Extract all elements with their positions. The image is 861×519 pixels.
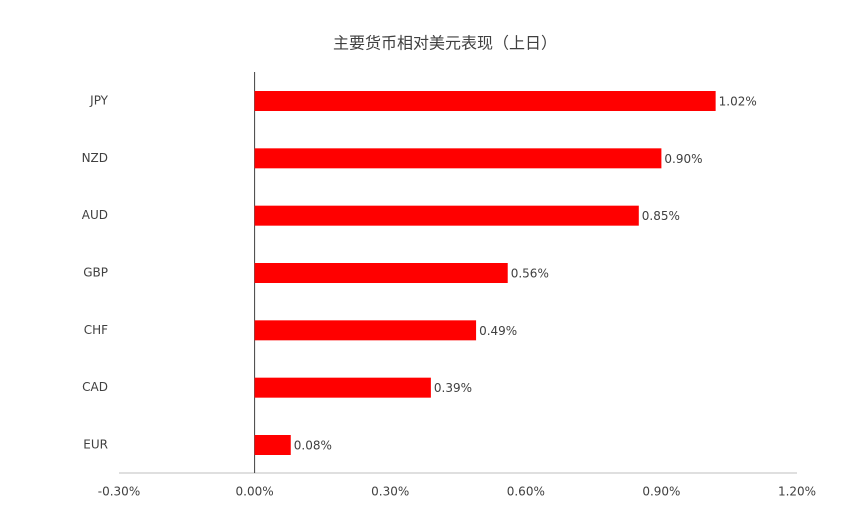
y-tick-label: JPY xyxy=(89,94,109,108)
y-tick-label: CHF xyxy=(84,323,108,337)
y-tick-label: GBP xyxy=(83,266,108,280)
x-tick-label: -0.30% xyxy=(98,485,140,499)
chart-title: 主要货币相对美元表现（上日） xyxy=(333,34,557,53)
bar xyxy=(254,435,291,455)
bar xyxy=(254,263,508,283)
bar xyxy=(254,320,477,341)
x-tick-label: 1.20% xyxy=(778,485,816,499)
y-tick-label: EUR xyxy=(83,438,108,452)
value-label: 0.56% xyxy=(511,267,549,281)
value-label: 0.08% xyxy=(294,439,332,453)
y-tick-label: CAD xyxy=(82,380,108,394)
x-tick-label: 0.60% xyxy=(507,485,545,499)
bar xyxy=(254,377,431,398)
value-label: 0.85% xyxy=(642,209,680,223)
y-tick-label: NZD xyxy=(82,151,108,165)
x-tick-label: 0.00% xyxy=(236,485,274,499)
x-tick-label: 0.90% xyxy=(642,485,680,499)
x-tick-label: 0.30% xyxy=(371,485,409,499)
bar xyxy=(254,91,716,111)
value-label: 1.02% xyxy=(719,95,757,109)
bar xyxy=(254,205,639,226)
value-label: 0.90% xyxy=(664,152,702,166)
value-label: 0.49% xyxy=(479,324,517,338)
value-label: 0.39% xyxy=(434,381,472,395)
y-tick-label: AUD xyxy=(82,208,108,222)
bar xyxy=(254,148,662,169)
